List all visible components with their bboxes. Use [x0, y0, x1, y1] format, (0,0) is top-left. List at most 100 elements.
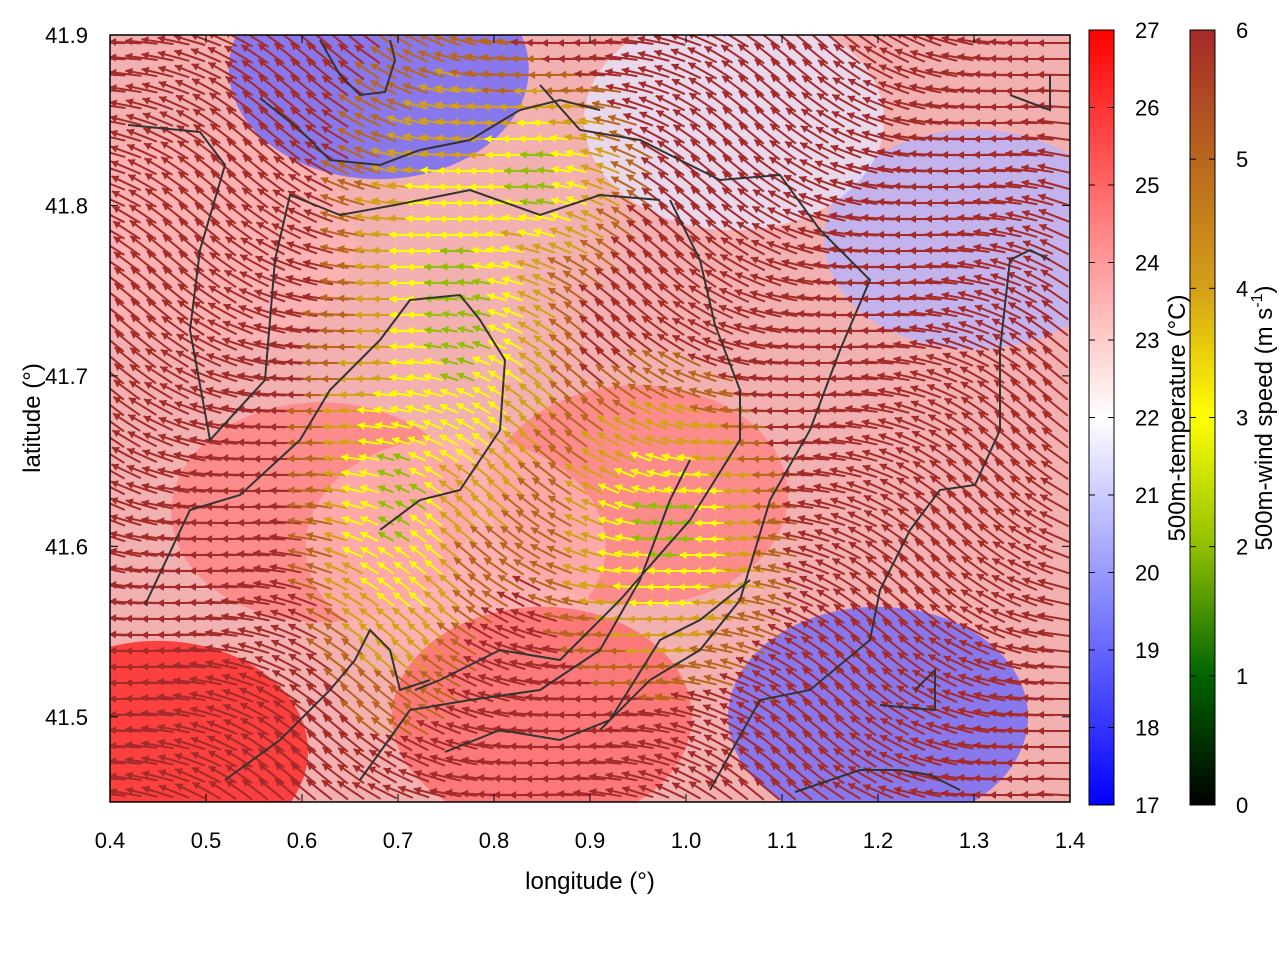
wind-arrow [564, 513, 588, 527]
wind-arrow [957, 723, 990, 734]
wind-arrow [637, 723, 670, 734]
wind-arrow [833, 43, 861, 65]
wind-arrow [439, 246, 459, 255]
contour-line-10 [1009, 75, 1051, 112]
wind-arrow [340, 683, 364, 705]
wind-arrow [480, 53, 509, 62]
wind-arrow [486, 166, 507, 175]
wind-arrow [482, 573, 509, 592]
wind-arrow [765, 291, 798, 302]
wind-arrow [175, 94, 206, 112]
wind-arrow [767, 623, 798, 640]
wind-arrow [622, 97, 654, 111]
wind-arrow [551, 165, 571, 174]
wind-arrow [436, 621, 460, 640]
wind-arrow [767, 593, 797, 607]
wind-arrow [1036, 694, 1070, 703]
wind-arrow [471, 262, 491, 271]
wind-arrow [303, 225, 334, 239]
wind-arrow [990, 625, 1022, 639]
wind-arrow [402, 65, 429, 79]
wind-arrow [323, 667, 349, 689]
wind-arrow [547, 287, 572, 304]
wind-arrow [454, 509, 476, 528]
wind-arrow [472, 309, 491, 318]
wind-arrow [913, 602, 941, 625]
wind-arrow [878, 448, 910, 463]
wind-arrow [548, 348, 572, 368]
wind-arrow [606, 98, 638, 110]
wind-arrow [358, 607, 379, 624]
wind-arrow [911, 430, 942, 448]
wind-arrow [221, 643, 254, 654]
wind-arrow [782, 531, 814, 542]
wind-arrow [388, 35, 413, 48]
wind-arrow [323, 500, 348, 510]
wind-arrow [400, 735, 429, 752]
wind-arrow [770, 74, 797, 97]
wind-arrow [487, 354, 507, 367]
wind-arrow [848, 61, 877, 80]
wind-arrow [141, 755, 174, 766]
wind-arrow [438, 573, 460, 592]
wind-arrow [305, 577, 333, 591]
contour-line-12 [259, 97, 601, 167]
wind-arrow [848, 731, 877, 753]
wind-arrow [897, 635, 925, 657]
wind-arrow [974, 640, 1006, 655]
wind-arrow [1007, 542, 1038, 560]
wind-arrow [813, 483, 846, 494]
wind-arrow [456, 341, 475, 350]
wind-arrow [336, 780, 365, 800]
wind-arrow [655, 109, 686, 128]
wind-arrow [321, 91, 349, 113]
wind-arrow [142, 432, 174, 447]
wind-arrow [206, 352, 238, 367]
wind-arrow [305, 531, 333, 542]
wind-arrow [527, 593, 557, 607]
wind-arrow [129, 346, 157, 369]
wind-arrow [669, 706, 702, 718]
wind-arrow [614, 500, 635, 510]
wind-arrow [958, 336, 990, 351]
wind-arrow [648, 550, 667, 559]
wind-arrow [845, 389, 878, 398]
wind-arrow [766, 240, 798, 255]
wind-arrow [320, 142, 349, 160]
wind-arrow [1007, 301, 1038, 320]
wind-arrow [718, 687, 750, 704]
wind-arrow [671, 676, 701, 686]
wind-arrow [525, 626, 558, 638]
wind-arrow [942, 337, 974, 351]
wind-arrow [355, 715, 381, 737]
wind-arrow [782, 208, 814, 223]
wind-arrow [373, 405, 395, 414]
wind-arrow [718, 371, 750, 382]
wind-arrow [161, 282, 189, 305]
wind-arrow [422, 606, 444, 624]
wind-arrow [388, 685, 412, 704]
wind-arrow [785, 90, 813, 113]
wind-arrow [221, 354, 254, 367]
wind-arrow [925, 323, 958, 334]
wind-arrow [958, 656, 990, 671]
wind-arrow [530, 510, 557, 528]
wind-arrow [359, 576, 379, 591]
wind-arrow [604, 725, 638, 734]
wind-arrow [502, 322, 524, 335]
wind-arrow [405, 389, 428, 398]
wind-arrow [518, 367, 540, 384]
wind-arrow [1005, 660, 1038, 670]
wind-arrow [271, 222, 302, 240]
wind-arrow [1041, 427, 1069, 449]
wind-arrow [752, 188, 781, 208]
wind-arrow [735, 641, 765, 655]
wind-arrow [663, 486, 683, 494]
wind-arrow [876, 310, 910, 319]
wind-arrow [578, 253, 605, 272]
wind-arrow [625, 158, 653, 176]
wind-arrow [373, 669, 396, 688]
wind-arrow [721, 186, 749, 209]
wind-arrow [556, 789, 590, 798]
wind-arrow [689, 645, 717, 653]
